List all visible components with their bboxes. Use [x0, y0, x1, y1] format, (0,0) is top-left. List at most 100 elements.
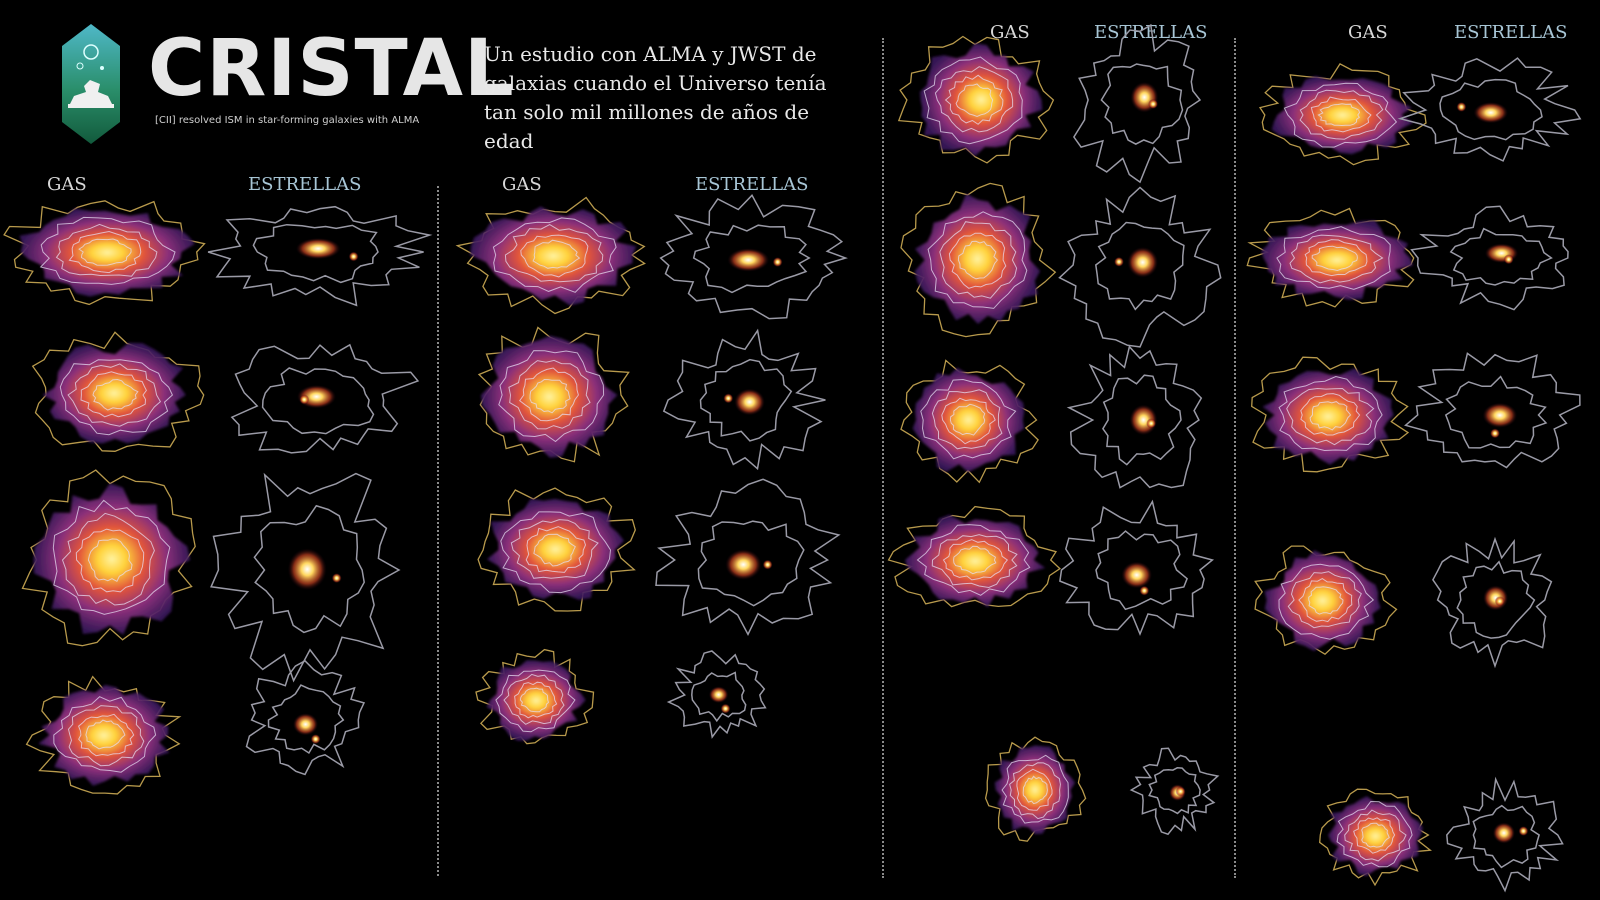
star-contour-13	[1439, 78, 1543, 141]
star-contour-11	[1095, 530, 1188, 611]
star-clump-2	[331, 573, 342, 584]
gas-contour-13-0	[1283, 82, 1398, 148]
gas-emission-14	[1261, 220, 1413, 300]
star-core-15	[1482, 402, 1518, 428]
gas-contour-6-1	[510, 519, 599, 579]
gas-contour-0-1	[55, 223, 158, 277]
star-core-17	[1492, 822, 1516, 844]
gas-contour-17-0	[1336, 800, 1413, 868]
star-clump-8	[1148, 99, 1159, 110]
gas-contour-17-1	[1344, 809, 1407, 862]
gas-contour-2-1	[61, 512, 155, 606]
gas-contour-2-3	[87, 538, 133, 582]
star-outer-contour-15	[1404, 352, 1581, 469]
gas-contour-15-2	[1300, 393, 1361, 436]
gas-contour-5-3	[529, 378, 571, 414]
star-contour-7	[691, 671, 747, 723]
star-outer-contour-17	[1446, 776, 1564, 893]
star-clump-6	[762, 559, 773, 570]
gas-outer-contour-10	[900, 359, 1039, 484]
gas-contour-3-3	[85, 719, 126, 750]
star-core-3	[292, 713, 319, 736]
gas-contour-9-0	[927, 211, 1028, 309]
gas-contour-13-2	[1310, 96, 1372, 133]
gas-contour-16-1	[1287, 571, 1362, 629]
gas-contour-1-0	[59, 359, 174, 436]
gas-contour-16-0	[1278, 563, 1375, 640]
gas-contour-7-1	[503, 673, 565, 725]
gas-outer-contour-16	[1254, 545, 1398, 656]
gas-contour-10-3	[949, 403, 986, 436]
gas-label-col2: GAS	[502, 174, 542, 195]
star-contour-1	[261, 367, 375, 435]
star-core-11	[1121, 561, 1153, 589]
star-contour-10	[1102, 374, 1182, 466]
star-contour-4	[692, 224, 811, 294]
gas-contour-14-1	[1289, 234, 1384, 284]
star-outer-contour-2	[210, 472, 401, 683]
gas-contour-9-1	[939, 221, 1018, 299]
gas-contour-12-2	[1016, 768, 1053, 811]
star-contour-14	[1449, 227, 1553, 286]
star-contour-9	[1094, 221, 1185, 311]
gas-contour-7-0	[495, 669, 576, 733]
gas-outer-contour-17	[1319, 788, 1433, 887]
star-outer-contour-4	[659, 194, 848, 320]
gas-emission-1	[42, 342, 186, 444]
stars-label-col1: ESTRELLAS	[248, 174, 362, 195]
star-clump-12	[1175, 786, 1186, 797]
gas-emission-16	[1264, 550, 1381, 651]
subtitle: Un estudio con ALMA y JWST de galaxias c…	[484, 42, 827, 153]
gas-contour-7-2	[514, 681, 558, 719]
gas-contour-10-2	[941, 397, 996, 445]
brand-title: CRISTAL	[148, 24, 515, 114]
gas-contour-16-3	[1308, 586, 1344, 615]
gas-contour-11-2	[942, 539, 1009, 581]
star-outer-contour-8	[1072, 23, 1202, 184]
gas-outer-contour-11	[887, 505, 1061, 608]
star-outer-contour-14	[1410, 205, 1569, 311]
star-clump-15	[1490, 428, 1501, 439]
gas-emission-5	[481, 335, 618, 458]
star-outer-contour-16	[1432, 536, 1553, 669]
stars-label-col2: ESTRELLAS	[695, 174, 809, 195]
star-outer-contour-5	[662, 328, 826, 471]
star-outer-contour-12	[1129, 747, 1220, 836]
star-contour-0	[252, 223, 379, 284]
brand-tagline: [CII] resolved ISM in star-forming galax…	[155, 115, 420, 126]
gas-contour-13-1	[1299, 89, 1384, 140]
star-contour-5	[699, 358, 793, 442]
stars-label-col4: ESTRELLAS	[1454, 22, 1568, 43]
gas-contour-1-3	[92, 378, 139, 411]
divider-3	[1234, 38, 1236, 878]
star-outer-contour-1	[230, 343, 420, 454]
star-clump-4	[772, 257, 783, 268]
star-core-0	[295, 237, 341, 260]
gas-contour-4-2	[520, 234, 589, 278]
gas-contour-5-0	[498, 350, 605, 443]
gas-contour-10-0	[920, 378, 1017, 460]
cristal-logo-icon	[62, 24, 120, 144]
gas-contour-4-1	[504, 224, 604, 283]
gas-contour-2-0	[52, 499, 171, 615]
gas-emission-0	[19, 208, 195, 297]
star-outer-contour-6	[655, 478, 841, 636]
gas-contour-5-1	[508, 359, 591, 430]
star-core-13	[1473, 102, 1509, 124]
divider-1	[437, 186, 439, 876]
gas-label-col1: GAS	[47, 174, 87, 195]
star-clump-16	[1494, 596, 1505, 607]
gas-emission-12	[994, 745, 1076, 835]
gas-contour-4-0	[492, 217, 617, 293]
star-clump-0	[348, 251, 359, 262]
gas-outer-contour-7	[475, 648, 595, 745]
star-core-4	[727, 248, 770, 272]
gas-contour-11-0	[916, 524, 1031, 596]
star-clump-17	[1518, 826, 1529, 837]
gas-contour-0-3	[78, 238, 132, 266]
gas-contour-2-2	[75, 528, 145, 593]
gas-emission-7	[486, 660, 586, 741]
gas-contour-15-3	[1309, 401, 1352, 431]
star-clump-9	[1114, 256, 1125, 267]
star-clump-5	[723, 393, 734, 404]
